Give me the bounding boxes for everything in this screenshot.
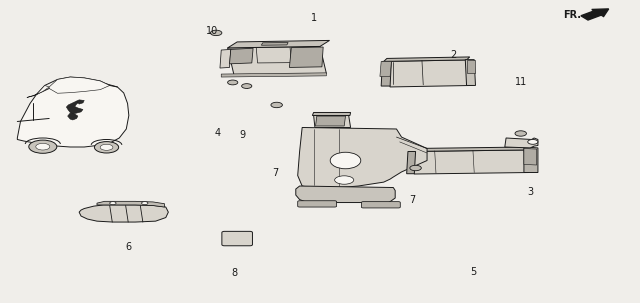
Polygon shape [409, 147, 528, 152]
Text: 3: 3 [527, 187, 533, 197]
Polygon shape [380, 62, 392, 76]
Text: 2: 2 [451, 50, 457, 60]
Text: 1: 1 [310, 13, 317, 23]
Circle shape [36, 143, 50, 150]
Polygon shape [409, 150, 529, 174]
Polygon shape [384, 57, 470, 62]
Circle shape [228, 80, 238, 85]
Polygon shape [67, 101, 83, 114]
Polygon shape [465, 60, 476, 85]
Text: 4: 4 [215, 128, 221, 138]
Polygon shape [17, 82, 129, 147]
Polygon shape [505, 138, 538, 148]
Polygon shape [228, 46, 326, 75]
Ellipse shape [330, 152, 361, 169]
Polygon shape [97, 201, 164, 207]
Polygon shape [49, 77, 109, 93]
Polygon shape [79, 205, 168, 222]
Circle shape [271, 102, 282, 108]
Polygon shape [524, 147, 538, 172]
Text: 10: 10 [205, 26, 218, 36]
FancyBboxPatch shape [222, 231, 252, 246]
Text: 7: 7 [272, 168, 278, 178]
Circle shape [29, 140, 57, 153]
Polygon shape [314, 115, 351, 128]
Polygon shape [228, 40, 330, 48]
Text: 7: 7 [409, 195, 415, 205]
Polygon shape [230, 48, 253, 64]
Polygon shape [298, 128, 427, 188]
Polygon shape [77, 100, 84, 104]
Circle shape [211, 30, 222, 36]
Circle shape [141, 201, 148, 205]
Text: FR.: FR. [563, 10, 580, 20]
FancyArrow shape [581, 9, 609, 20]
Polygon shape [384, 60, 473, 87]
Circle shape [100, 144, 113, 150]
FancyBboxPatch shape [362, 201, 400, 208]
Polygon shape [524, 148, 537, 165]
Circle shape [528, 139, 538, 144]
Text: 5: 5 [470, 267, 476, 277]
Polygon shape [289, 47, 323, 68]
Polygon shape [68, 113, 78, 120]
Polygon shape [221, 73, 326, 77]
Polygon shape [27, 85, 49, 98]
Polygon shape [381, 62, 392, 86]
Circle shape [242, 84, 252, 88]
Polygon shape [316, 116, 346, 126]
Circle shape [95, 142, 118, 153]
Text: 8: 8 [231, 268, 237, 278]
Circle shape [410, 165, 421, 171]
Text: 11: 11 [515, 78, 527, 88]
Circle shape [109, 201, 116, 205]
Polygon shape [312, 112, 351, 115]
Polygon shape [296, 186, 395, 202]
Text: 9: 9 [239, 130, 245, 140]
Polygon shape [406, 152, 415, 174]
Polygon shape [261, 42, 288, 45]
FancyBboxPatch shape [298, 201, 337, 207]
Polygon shape [467, 60, 476, 73]
Text: 6: 6 [126, 242, 132, 252]
Polygon shape [220, 49, 231, 68]
Circle shape [515, 131, 527, 136]
Ellipse shape [335, 176, 354, 184]
